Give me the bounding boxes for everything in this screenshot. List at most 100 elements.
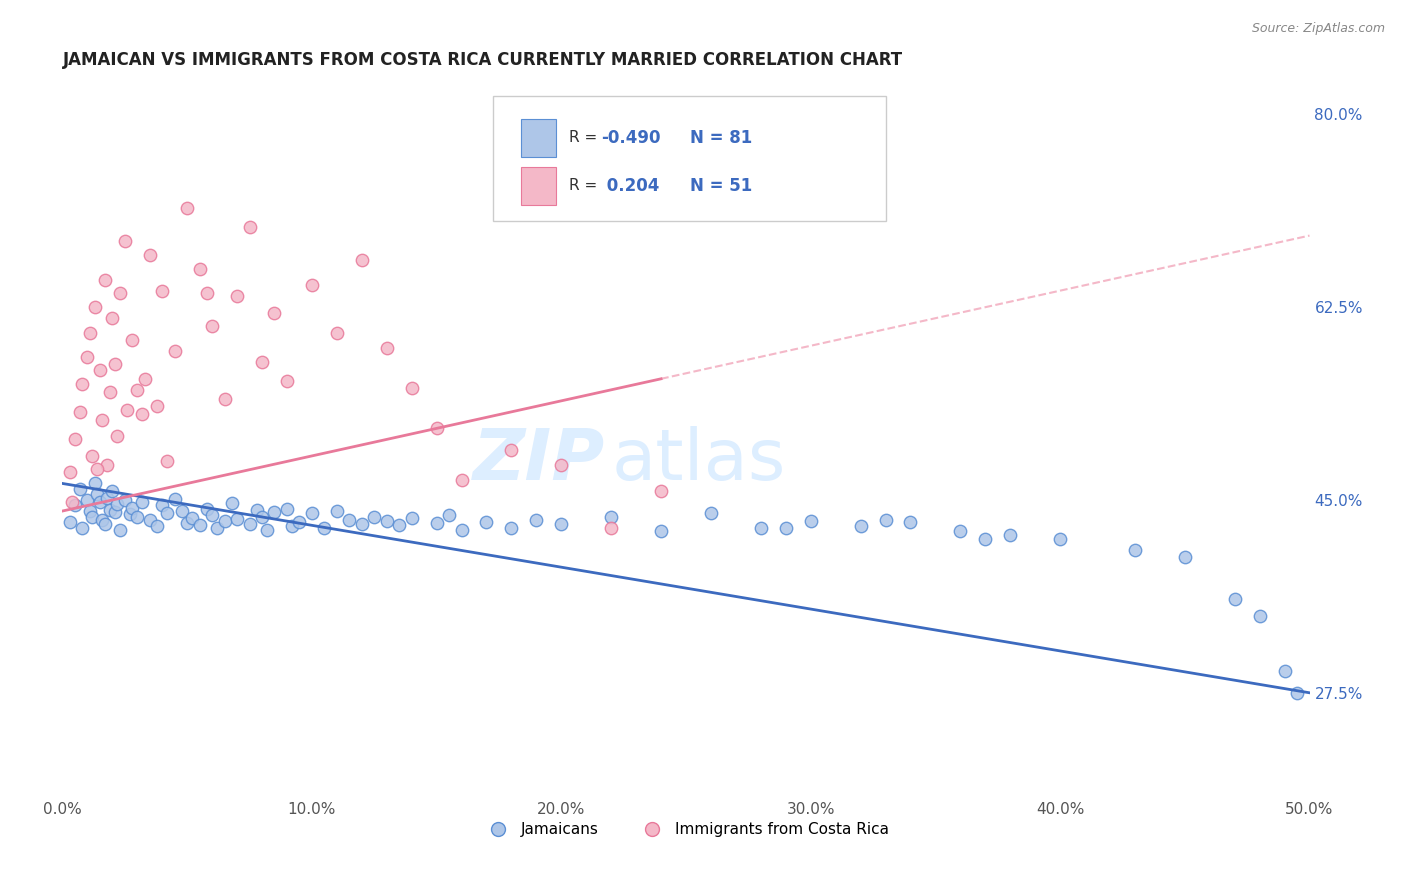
Point <box>105 429 128 443</box>
Point <box>108 523 131 537</box>
Point <box>69 405 91 419</box>
Point <box>700 506 723 520</box>
Point <box>276 501 298 516</box>
Point <box>96 491 118 505</box>
Point <box>82 509 104 524</box>
Point <box>114 493 136 508</box>
Point <box>350 252 373 267</box>
Point <box>117 402 139 417</box>
Point <box>127 509 149 524</box>
Text: N = 81: N = 81 <box>690 129 752 147</box>
Point <box>226 289 249 303</box>
Point <box>94 273 117 287</box>
Point <box>314 520 336 534</box>
Point <box>72 520 94 534</box>
Text: Source: ZipAtlas.com: Source: ZipAtlas.com <box>1251 22 1385 36</box>
Text: N = 51: N = 51 <box>690 177 752 194</box>
Point <box>974 532 997 546</box>
Point <box>63 433 86 447</box>
Point <box>238 219 260 234</box>
Point <box>201 318 224 333</box>
Text: 0.204: 0.204 <box>602 177 659 194</box>
Point <box>121 333 143 347</box>
Point <box>426 421 449 435</box>
Point <box>76 493 98 508</box>
Point <box>163 491 186 506</box>
Point <box>59 466 82 480</box>
Point <box>246 503 269 517</box>
Point <box>131 495 153 509</box>
Point <box>337 513 360 527</box>
Point <box>1274 664 1296 678</box>
Point <box>62 495 84 509</box>
Point <box>214 514 236 528</box>
Point <box>949 524 972 538</box>
Point <box>250 355 273 369</box>
Point <box>76 350 98 364</box>
Point <box>205 520 228 534</box>
Point <box>86 462 108 476</box>
Point <box>84 300 107 314</box>
Legend: Jamaicans, Immigrants from Costa Rica: Jamaicans, Immigrants from Costa Rica <box>477 816 896 844</box>
Point <box>104 358 127 372</box>
Point <box>1223 592 1246 607</box>
Point <box>650 484 672 499</box>
Point <box>256 523 278 537</box>
Point <box>363 509 385 524</box>
Point <box>72 377 94 392</box>
Point <box>105 497 128 511</box>
Point <box>69 482 91 496</box>
Point <box>91 412 114 426</box>
Point <box>1000 528 1022 542</box>
Point <box>281 519 304 533</box>
Point <box>401 510 423 524</box>
Point <box>101 311 124 326</box>
Point <box>775 520 797 534</box>
Point <box>276 374 298 388</box>
Point <box>437 508 460 523</box>
Point <box>127 383 149 397</box>
Point <box>800 514 823 528</box>
Point <box>176 201 198 215</box>
Point <box>263 505 285 519</box>
Point <box>79 504 101 518</box>
Point <box>600 509 623 524</box>
Point <box>375 514 398 528</box>
Point <box>156 454 179 468</box>
Point <box>388 518 411 533</box>
Point <box>1249 608 1271 623</box>
Point <box>375 341 398 355</box>
Point <box>139 248 162 262</box>
Point <box>501 520 523 534</box>
Point <box>118 508 141 522</box>
Point <box>104 505 127 519</box>
Point <box>188 518 211 533</box>
Point <box>250 509 273 524</box>
Point <box>150 284 173 298</box>
Point <box>301 278 323 293</box>
Text: JAMAICAN VS IMMIGRANTS FROM COSTA RICA CURRENTLY MARRIED CORRELATION CHART: JAMAICAN VS IMMIGRANTS FROM COSTA RICA C… <box>62 51 903 69</box>
Point <box>79 326 101 340</box>
Point <box>201 508 224 523</box>
Text: atlas: atlas <box>612 426 786 495</box>
Point <box>89 363 111 377</box>
Point <box>1286 686 1309 700</box>
Point <box>156 506 179 520</box>
Point <box>86 487 108 501</box>
Text: ZIP: ZIP <box>472 426 605 495</box>
Point <box>63 499 86 513</box>
Point <box>91 513 114 527</box>
Point <box>188 261 211 276</box>
Point <box>89 495 111 509</box>
Point <box>94 517 117 532</box>
Point <box>263 306 285 320</box>
Point <box>501 443 523 458</box>
Point <box>59 515 82 529</box>
FancyBboxPatch shape <box>492 95 886 221</box>
Point <box>600 520 623 534</box>
Point <box>101 484 124 499</box>
Point <box>221 496 243 510</box>
Point <box>195 501 218 516</box>
Point <box>214 392 236 406</box>
Point <box>749 520 772 534</box>
